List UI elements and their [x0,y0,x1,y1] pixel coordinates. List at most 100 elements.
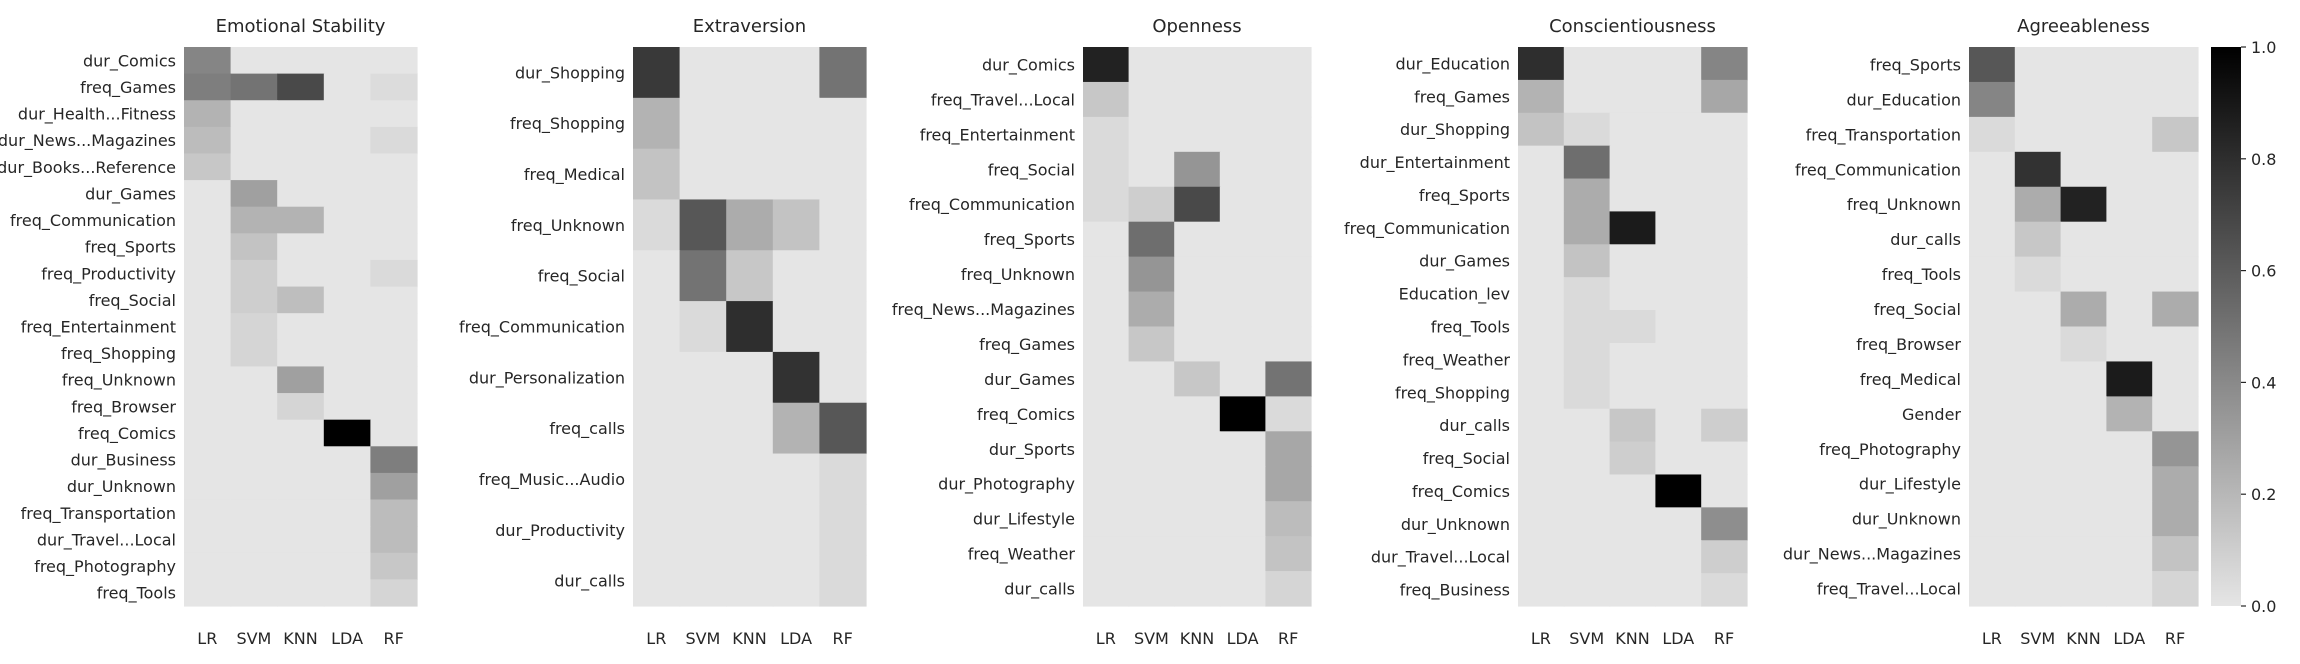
heatmap-cell [277,499,325,527]
column-label: KNN [2066,629,2100,648]
heatmap-cell [1174,116,1221,153]
heatmap-cell [1174,186,1221,223]
heatmap-cell [1563,145,1611,180]
heatmap-cell [679,250,727,302]
heatmap-cell [370,126,418,155]
row-label: freq_Comics [78,424,176,444]
heatmap-cell [1609,573,1656,607]
heatmap-cell [1563,178,1611,213]
panel-conscientiousness: Conscientiousness dur_Education freq_Games… [1344,16,1748,648]
heatmap-cell [2152,431,2199,467]
heatmap-cell [1219,536,1266,572]
heatmap-cell [2014,326,2062,363]
heatmap-cell [2106,466,2153,502]
heatmap-cell [230,47,278,75]
heatmap-cell [1563,47,1611,81]
heatmap-cell [277,126,325,155]
heatmap-cell [679,301,727,353]
heatmap-cell [1518,310,1565,344]
heatmap-cell [2060,291,2107,328]
colorbar-gradient [2211,47,2241,606]
heatmap-cell [2106,221,2153,258]
heatmap-cell [1655,47,1702,81]
heatmap-cell [2014,81,2062,118]
row-label: freq_Entertainment [920,125,1075,145]
heatmap-cell [277,47,325,75]
heatmap-cell [2060,221,2107,258]
heatmap-cell [230,180,278,208]
heatmap-cell [1265,291,1312,328]
heatmap-cell [370,339,418,368]
heatmap-cell [2152,221,2199,258]
heatmap-cell [370,47,418,75]
heatmap-cell [819,555,867,607]
heatmap-cell [370,552,418,580]
heatmap-cell [1701,441,1748,476]
heatmap-cell [1655,573,1702,607]
heatmap-cell [1563,375,1611,410]
heatmap-cell [184,73,232,101]
heatmap-cell [2152,81,2199,118]
heatmap-cell [370,446,418,474]
row-label: dur_Unknown [67,477,176,497]
heatmap-cell [184,446,232,474]
heatmap-cell [633,250,681,302]
heatmap-cell [1518,441,1565,476]
heatmap-cell [230,499,278,527]
heatmap-cell [2152,396,2199,432]
heatmap-cell [1083,116,1130,153]
panel-extraversion: Extraversion dur_Shopping freq_Shoppingfre… [459,16,867,648]
row-label: dur_Shopping [1400,120,1510,140]
heatmap-cell [1701,244,1748,278]
heatmap-cell [370,313,418,341]
heatmap-cell [277,180,325,208]
heatmap-cell [2106,361,2153,397]
row-label: dur_Education [1395,54,1510,74]
heatmap-cell [323,339,371,368]
heatmap-cell [323,446,371,474]
heatmap-cell [184,472,232,501]
column-label: LDA [2113,629,2145,648]
heatmap-cell [370,499,418,527]
row-label: dur_Comics [83,51,176,71]
heatmap-cell [1969,536,2016,572]
heatmap-cell [1609,211,1656,245]
heatmap-cell [1969,361,2016,397]
heatmap-cell [1655,342,1702,377]
column-label: RF [2165,629,2185,648]
heatmap-cell [1518,112,1565,147]
row-label: dur_Photography [938,475,1075,495]
heatmap-cell [1655,244,1702,278]
heatmap-cell [370,393,418,421]
heatmap-cell [2152,361,2199,397]
heatmap-cell [1518,408,1565,443]
row-label: dur_Shopping [515,63,625,83]
heatmap-cell [1655,310,1702,344]
heatmap-cell [184,47,232,75]
heatmap-cell [2014,151,2062,188]
heatmap-cell [2152,326,2199,363]
heatmap-cell [1128,47,1175,83]
heatmap-cell [819,504,867,556]
heatmap-cell [1128,396,1175,432]
heatmap-cell [277,206,325,234]
heatmap-cell [1265,116,1312,153]
column-label: LR [1096,629,1116,648]
row-label: freq_Games [979,335,1075,355]
heatmap-cell [1655,375,1702,410]
row-label: dur_Unknown [1852,510,1961,530]
heatmap-cell [323,499,371,527]
heatmap-cell [2106,291,2153,328]
heatmap-cell [1609,474,1656,508]
heatmap-cell [323,100,371,128]
heatmap-cell [1701,112,1748,147]
row-label: freq_Communication [1344,219,1510,239]
colorbar-tick-label: 0.6 [2251,262,2276,281]
heatmap-cell [1655,79,1702,114]
heatmap-cell [1083,396,1130,432]
column-label: SVM [1569,629,1604,648]
heatmap-cell [1265,571,1312,607]
heatmap-cell [370,233,418,261]
heatmap-cell [230,126,278,155]
heatmap-cell [1701,474,1748,508]
